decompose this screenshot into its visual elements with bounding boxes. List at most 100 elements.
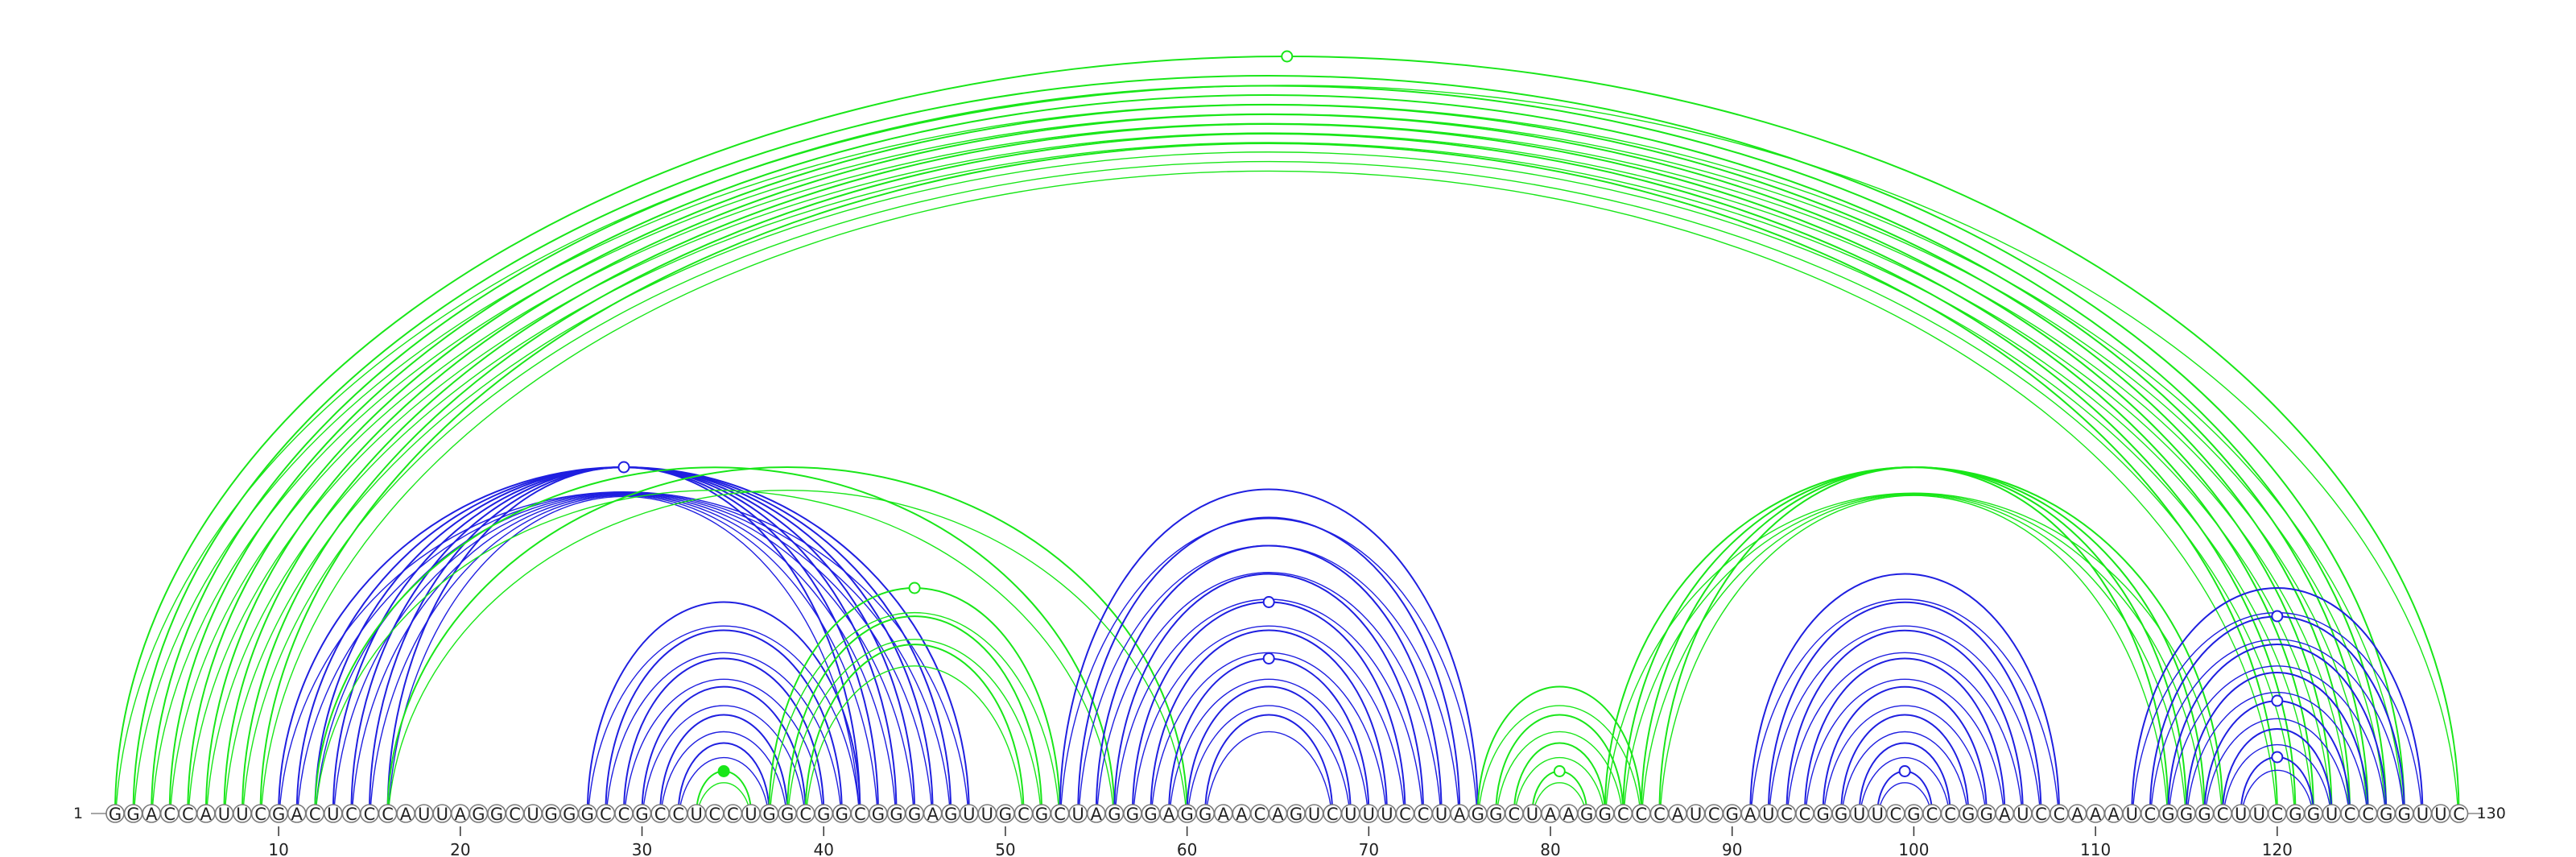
nucleotide-10: G [269, 804, 288, 824]
base-pair-arc-16-60 [386, 466, 1188, 814]
base-pair-arc-38-52 [786, 615, 1043, 814]
base-pair-arc-94-105-inner [1805, 678, 2005, 814]
nucleotide-letter: A [1744, 805, 1757, 824]
base-pair-arc-94-105 [1804, 657, 2006, 814]
nucleotide-letter: U [327, 805, 339, 824]
nucleotide-letter: U [1690, 805, 1702, 824]
nucleotide-30: G [632, 804, 652, 824]
nucleotide-letter: C [1327, 805, 1339, 824]
nucleotide-letter: C [2453, 805, 2465, 824]
nucleotide-43: G [869, 804, 888, 824]
nucleotide-115: G [2177, 804, 2196, 824]
nucleotide-letter: G [817, 805, 830, 824]
apex-marker-57-72 [1262, 596, 1275, 608]
nucleotide-67: U [1304, 804, 1324, 824]
nucleotide-letter: C [854, 805, 866, 824]
nucleotide-letter: U [963, 805, 975, 824]
nucleotide-14: C [341, 804, 361, 824]
nucleotide-letter: C [672, 805, 684, 824]
nucleotide-letter: G [1472, 805, 1484, 824]
base-pair-arc-85-115 [1640, 466, 2187, 814]
nucleotide-letter: C [1781, 805, 1793, 824]
nucleotide-letter: C [309, 805, 321, 824]
base-pair-arc-55-74 [1095, 544, 1443, 814]
nucleotide-25: G [541, 804, 561, 824]
nucleotide-letter: U [691, 805, 703, 824]
nucleotide-102: C [1940, 804, 1960, 824]
apex-marker-118-122 [2271, 751, 2284, 764]
tick-label-80: 80 [1540, 840, 1560, 857]
base-pair-arc-2-127 [134, 76, 2405, 814]
nucleotide-letter: U [981, 805, 993, 824]
nucleotide-107: C [2031, 804, 2051, 824]
base-pair-arc-115-125 [2185, 672, 2369, 814]
nucleotide-49: U [977, 804, 997, 824]
base-pair-arc-33-36-inner [696, 782, 751, 814]
base-pair-arc-55-74-inner [1096, 572, 1442, 814]
nucleotide-51: C [1013, 804, 1034, 824]
base-pair-arc-12-46 [314, 466, 934, 814]
nucleotide-letter: G [1726, 805, 1739, 824]
apex-marker-59-70 [1262, 652, 1275, 664]
nucleotide-letter: C [600, 805, 612, 824]
nucleotide-3: A [142, 804, 161, 824]
nucleotide-letter: G [1907, 805, 1920, 824]
nucleotide-letter: U [1381, 805, 1393, 824]
nucleotide-letter: C [1399, 805, 1411, 824]
base-pair-arc-8-121 [241, 133, 2297, 814]
base-pair-arc-85-115-inner [1641, 494, 2186, 814]
base-pair-arc-7-122 [224, 124, 2314, 814]
base-pair-arc-39-51 [804, 644, 1025, 814]
nucleotide-98: U [1868, 804, 1888, 824]
nucleotide-84: C [1613, 804, 1633, 824]
nucleotide-117: C [2213, 804, 2232, 824]
nucleotide-letter: U [2017, 805, 2029, 824]
base-pair-arc-78-83 [1513, 742, 1606, 814]
base-pair-arc-117-123-inner [2223, 743, 2332, 814]
base-pair-arc-4-125-inner [169, 122, 2368, 814]
nucleotide-57: G [1123, 804, 1142, 824]
nucleotide-48: U [959, 804, 979, 824]
nucleotide-letter: C [1944, 805, 1956, 824]
nucleotide-letter: C [1926, 805, 1938, 824]
nucleotide-letter: G [272, 805, 285, 824]
nucleotide-letter: G [545, 805, 558, 824]
nucleotide-85: C [1632, 804, 1651, 824]
nucleotide-6: A [196, 804, 216, 824]
nucleotide-87: A [1668, 804, 1687, 824]
base-pair-arc-5-124-inner [188, 132, 2350, 814]
base-pair-arc-28-41 [605, 629, 843, 814]
nucleotide-68: C [1323, 804, 1342, 824]
nucleotide-8: U [233, 804, 252, 824]
nucleotide-110: A [2086, 804, 2105, 824]
nucleotide-letter: A [1672, 805, 1684, 824]
nucleotide-letter: C [727, 805, 739, 824]
tick-label-120: 120 [2262, 840, 2293, 857]
nucleotide-letter: C [364, 805, 376, 824]
nucleotide-59: A [1159, 804, 1179, 824]
nucleotide-5: C [178, 804, 198, 824]
ticks-layer: 10 20 30 40 50 60 70 80 90 100 110 120 [268, 826, 2293, 857]
nucleotide-letter: G [1599, 805, 1612, 824]
nucleotide-37: G [759, 804, 779, 824]
nucleotide-71: U [1377, 804, 1397, 824]
nucleotide-64: C [1250, 804, 1269, 824]
nucleotide-104: G [1976, 804, 1996, 824]
nucleotide-74: U [1431, 804, 1451, 824]
nucleotide-123: U [2322, 804, 2342, 824]
nucleotide-118: U [2231, 804, 2251, 824]
nucleotide-letter: U [2235, 805, 2247, 824]
tick-label-100: 100 [1898, 840, 1929, 857]
base-pair-arc-77-84 [1495, 714, 1624, 814]
nucleotide-128: U [2413, 804, 2433, 824]
base-pair-arc-11-47-inner [296, 491, 952, 814]
nucleotide-21: G [469, 804, 489, 824]
base-pair-arc-86-114-inner [1659, 495, 2169, 814]
nucleotide-90: G [1722, 804, 1742, 824]
nucleotide-39: C [795, 804, 815, 824]
nucleotide-letter: C [1018, 805, 1030, 824]
apex-markers-layer [617, 50, 2284, 777]
nucleotide-95: G [1813, 804, 1833, 824]
nucleotide-73: C [1414, 804, 1433, 824]
base-pair-arc-8-121-inner [242, 160, 2296, 814]
